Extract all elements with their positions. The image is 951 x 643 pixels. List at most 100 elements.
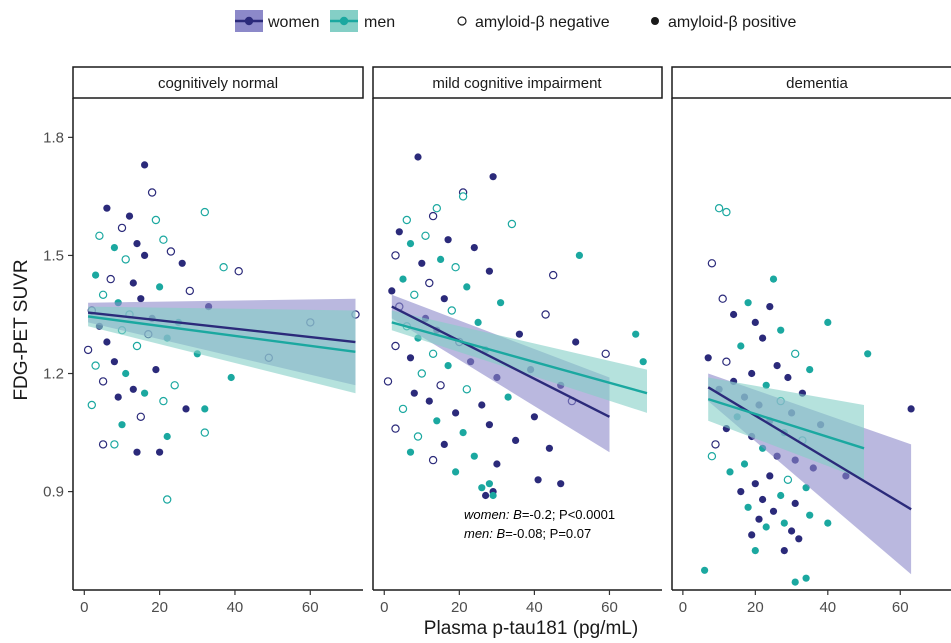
data-point-men-amyloid-negative: [200, 428, 209, 437]
y-tick-label: 1.8: [43, 129, 64, 146]
data-point-men-amyloid-negative: [432, 203, 441, 213]
data-point-women-amyloid-negative: [166, 247, 176, 256]
regression-line-women: [391, 305, 610, 418]
data-point-men-amyloid-positive: [740, 460, 749, 468]
data-point-men-amyloid-negative: [121, 255, 130, 264]
strip-dementia: [671, 66, 951, 99]
data-point-men-amyloid-negative: [200, 207, 209, 217]
data-point-men-amyloid-positive: [751, 547, 759, 555]
data-point-men-amyloid-negative: [402, 215, 411, 225]
data-point-women-amyloid-negative: [98, 440, 108, 449]
data-point-women-amyloid-positive: [470, 244, 478, 252]
data-point-men-amyloid-positive: [762, 381, 770, 389]
annotation-men-stats: =-0.08; P=0.07: [505, 526, 591, 541]
x-tick-label: 20: [451, 599, 468, 616]
data-point-women-amyloid-negative: [391, 341, 400, 351]
data-point-men-amyloid-negative: [87, 400, 97, 410]
data-point-women-amyloid-negative: [136, 412, 145, 421]
data-point-men-amyloid-positive: [737, 342, 745, 350]
data-point-men-amyloid-positive: [802, 574, 810, 582]
data-point-men-amyloid-positive: [163, 432, 171, 441]
data-point-men-amyloid-negative: [110, 440, 119, 449]
plot-area-cognitively-normal: 0 20 40 60: [72, 98, 363, 616]
y-axis: 0.9 1.2 1.5 1.8: [43, 129, 73, 501]
data-point-women-amyloid-negative: [425, 278, 434, 288]
data-point-men-amyloid-positive: [806, 511, 814, 519]
data-point-women-amyloid-positive: [129, 279, 137, 287]
data-point-women-amyloid-negative: [391, 251, 400, 260]
x-tick-label: 60: [892, 599, 909, 616]
data-point-women-amyloid-negative: [436, 381, 445, 390]
panel-cognitively-normal: cognitively normal 0 20 40 60: [72, 66, 364, 616]
data-point-men-amyloid-positive: [141, 389, 149, 397]
data-point-men-amyloid-positive: [504, 393, 512, 401]
data-point-men-amyloid-positive: [762, 523, 770, 531]
data-point-women-amyloid-positive: [482, 491, 490, 500]
data-point-men-amyloid-positive: [632, 330, 640, 338]
legend-key-filled-circle: [651, 17, 659, 25]
legend-label-women: women: [267, 14, 320, 31]
data-point-women-amyloid-positive: [388, 287, 396, 295]
data-point-men-amyloid-positive: [463, 283, 471, 291]
data-point-women-amyloid-positive: [444, 236, 452, 244]
data-point-women-amyloid-positive: [485, 267, 493, 275]
legend-label-amyloid-negative: amyloid-β negative: [475, 14, 610, 31]
data-point-men-amyloid-negative: [410, 290, 419, 299]
data-point-women-amyloid-positive: [572, 338, 580, 346]
annotation-women-stats: =-0.2; P<0.0001: [522, 507, 615, 522]
legend-key-open-circle: [457, 16, 467, 26]
data-point-women-amyloid-negative: [722, 357, 731, 366]
data-point-women-amyloid-positive: [425, 397, 433, 405]
legend-item-amyloid-negative: amyloid-β negative: [457, 14, 610, 31]
data-point-women-amyloid-negative: [711, 440, 720, 449]
data-point-women-amyloid-positive: [141, 161, 149, 169]
data-point-men-amyloid-positive: [459, 429, 467, 437]
data-point-women-amyloid-positive: [406, 354, 415, 362]
data-point-women-amyloid-positive: [493, 460, 501, 468]
legend: women men amyloid-β negative amyloid-β p…: [235, 10, 796, 32]
data-point-men-amyloid-positive: [444, 362, 452, 370]
data-point-men-amyloid-positive: [406, 448, 415, 456]
data-point-men-amyloid-negative: [159, 396, 168, 406]
panel-dementia: dementia 0 20 40 60: [671, 66, 951, 616]
data-point-women-amyloid-positive: [178, 259, 186, 267]
data-point-women-amyloid-positive: [156, 448, 164, 456]
data-point-men-amyloid-positive: [744, 299, 752, 307]
data-point-men-amyloid-positive: [399, 275, 407, 283]
data-point-men-amyloid-positive: [437, 255, 445, 263]
data-point-women-amyloid-positive: [418, 259, 426, 267]
legend-key-men-point: [339, 16, 349, 26]
data-point-men-amyloid-positive: [118, 421, 126, 429]
data-point-men-amyloid-positive: [478, 484, 486, 492]
data-point-men-amyloid-negative: [91, 361, 100, 370]
data-point-women-amyloid-negative: [601, 349, 610, 358]
data-point-women-amyloid-positive: [125, 212, 134, 220]
data-point-men-amyloid-negative: [159, 235, 168, 244]
data-point-women-amyloid-positive: [545, 444, 554, 452]
x-tick-label: 40: [819, 599, 836, 616]
y-tick-label: 0.9: [43, 484, 64, 501]
data-point-men-amyloid-positive: [122, 369, 130, 378]
data-point-women-amyloid-positive: [152, 366, 160, 374]
data-point-women-amyloid-positive: [557, 480, 565, 488]
annotation-women: women: B=-0.2; P<0.0001: [464, 507, 615, 522]
data-point-women-amyloid-positive: [730, 310, 738, 319]
data-point-men-amyloid-negative: [413, 432, 423, 441]
data-point-men-amyloid-positive: [575, 251, 584, 259]
data-point-women-amyloid-positive: [780, 547, 788, 555]
data-point-women-amyloid-positive: [478, 401, 486, 409]
data-point-women-amyloid-positive: [103, 204, 111, 212]
regression-line-women: [87, 311, 356, 344]
x-tick-label: 0: [380, 599, 388, 616]
data-point-women-amyloid-positive: [755, 515, 763, 523]
data-point-women-amyloid-positive: [737, 488, 745, 496]
plot-area-dementia: 0 20 40 60: [671, 98, 951, 616]
data-point-women-amyloid-positive: [791, 499, 799, 507]
data-point-men-amyloid-positive: [497, 299, 505, 307]
legend-label-amyloid-positive: amyloid-β positive: [668, 14, 796, 31]
legend-item-men: men: [330, 10, 395, 32]
data-point-men-amyloid-negative: [398, 404, 408, 414]
data-point-women-amyloid-positive: [440, 295, 448, 303]
data-point-men-amyloid-positive: [701, 566, 709, 574]
